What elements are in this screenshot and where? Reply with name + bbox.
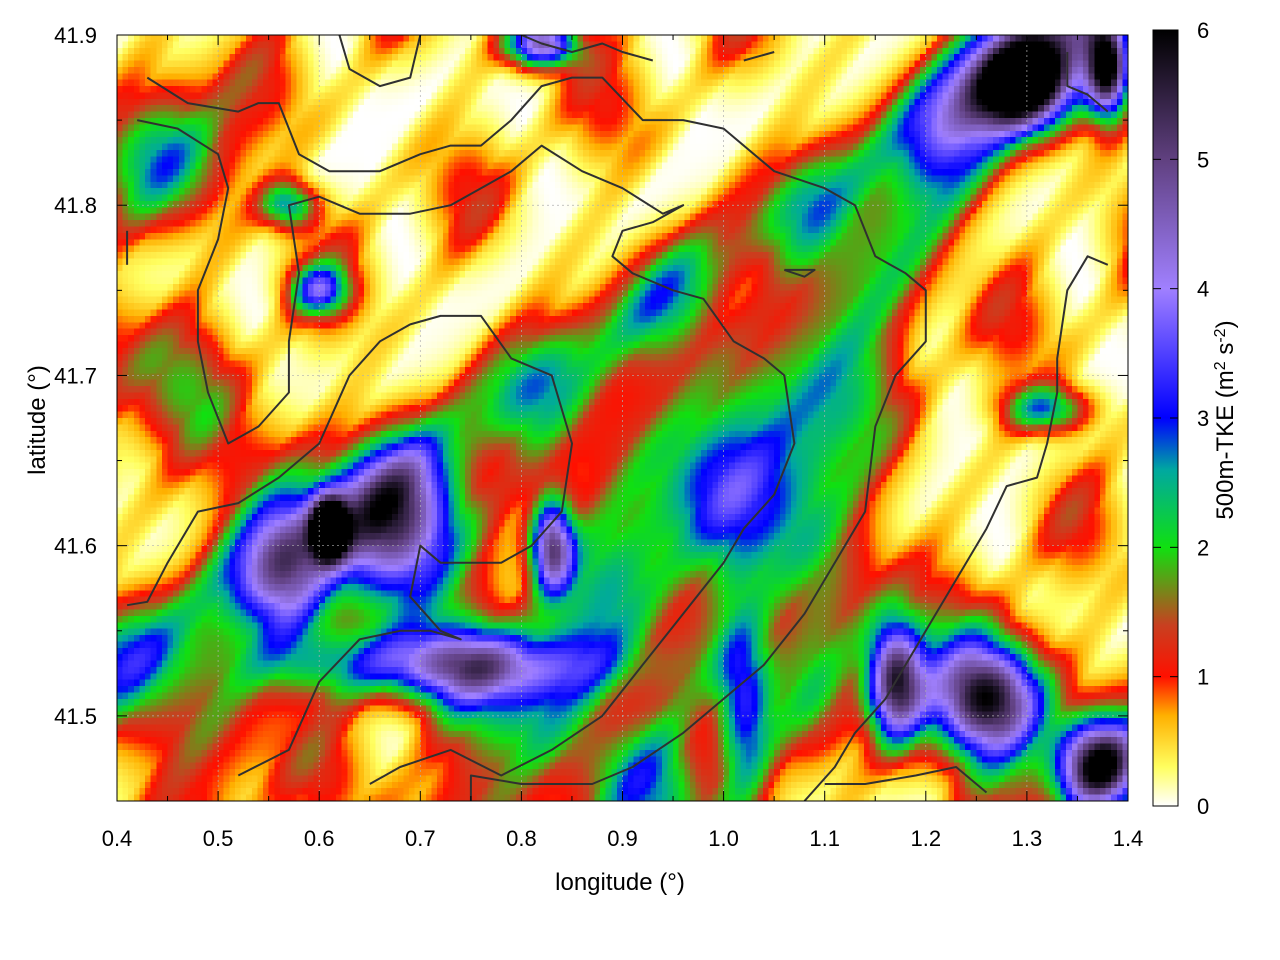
colorbar-tick-label: 0 [1197,794,1209,819]
x-tick-label: 0.8 [506,826,537,851]
contour-line [803,255,1109,801]
x-axis-title: longitude (°) [555,869,685,896]
x-tick-label: 0.5 [203,826,234,851]
contour-line [521,35,654,62]
x-tick-label: 1.2 [911,826,942,851]
x-tick-label: 0.9 [607,826,638,851]
colorbar-label-part-1: 500m-TKE (m [1212,370,1239,519]
contour-line [136,119,796,785]
x-axis-ticks: 0.4 0.5 0.6 0.7 0.8 0.9 1.0 1.1 1.2 1.3 1.4 [102,35,1144,851]
x-tick-label: 0.7 [405,826,436,851]
x-tick-label: 1.1 [809,826,840,851]
colorbar-tick-label: 4 [1197,277,1209,302]
x-tick-label: 1.3 [1012,826,1043,851]
contour-line [1066,52,1109,113]
y-tick-label: 41.7 [54,363,97,388]
y-axis-title: latitude (°) [24,365,51,475]
heatmap-image [117,35,1128,801]
colorbar: 0 1 2 3 4 5 6 500m-TKE (m2 s-2) [1152,18,1240,819]
x-tick-label: 0.6 [304,826,335,851]
colorbar-label-sup-1: 2 [1212,361,1229,370]
colorbar-tick-label: 3 [1197,406,1209,431]
colorbar-label-part-3: ) [1212,320,1239,328]
colorbar-label-sup-2: -2 [1212,328,1229,342]
x-tick-label: 1.0 [708,826,739,851]
heatmap-layer [117,35,1128,801]
contour-line [126,314,573,777]
colorbar-ticks: 0 1 2 3 4 5 6 [1153,18,1209,819]
colorbar-tick-label: 2 [1197,535,1209,560]
y-tick-label: 41.6 [54,534,97,559]
y-tick-label: 41.8 [54,193,97,218]
y-tick-label: 41.5 [54,704,97,729]
contour-line [783,268,816,278]
contour-line [824,766,988,794]
contour-layer [126,35,1109,801]
colorbar-tick-label: 1 [1197,665,1209,690]
contour-line [146,76,927,801]
x-tick-label: 1.4 [1113,826,1144,851]
colorbar-tick-label: 5 [1197,147,1209,172]
contour-line [338,35,422,88]
contour-line [743,51,775,62]
colorbar-label-part-2: s [1212,343,1239,362]
colorbar-tick-label: 6 [1197,18,1209,43]
colorbar-label: 500m-TKE (m2 s-2) [1212,320,1240,519]
x-tick-label: 0.4 [102,826,133,851]
y-axis-ticks: 41.5 41.6 41.7 41.8 41.9 [54,23,1128,729]
y-tick-label: 41.9 [54,23,97,48]
